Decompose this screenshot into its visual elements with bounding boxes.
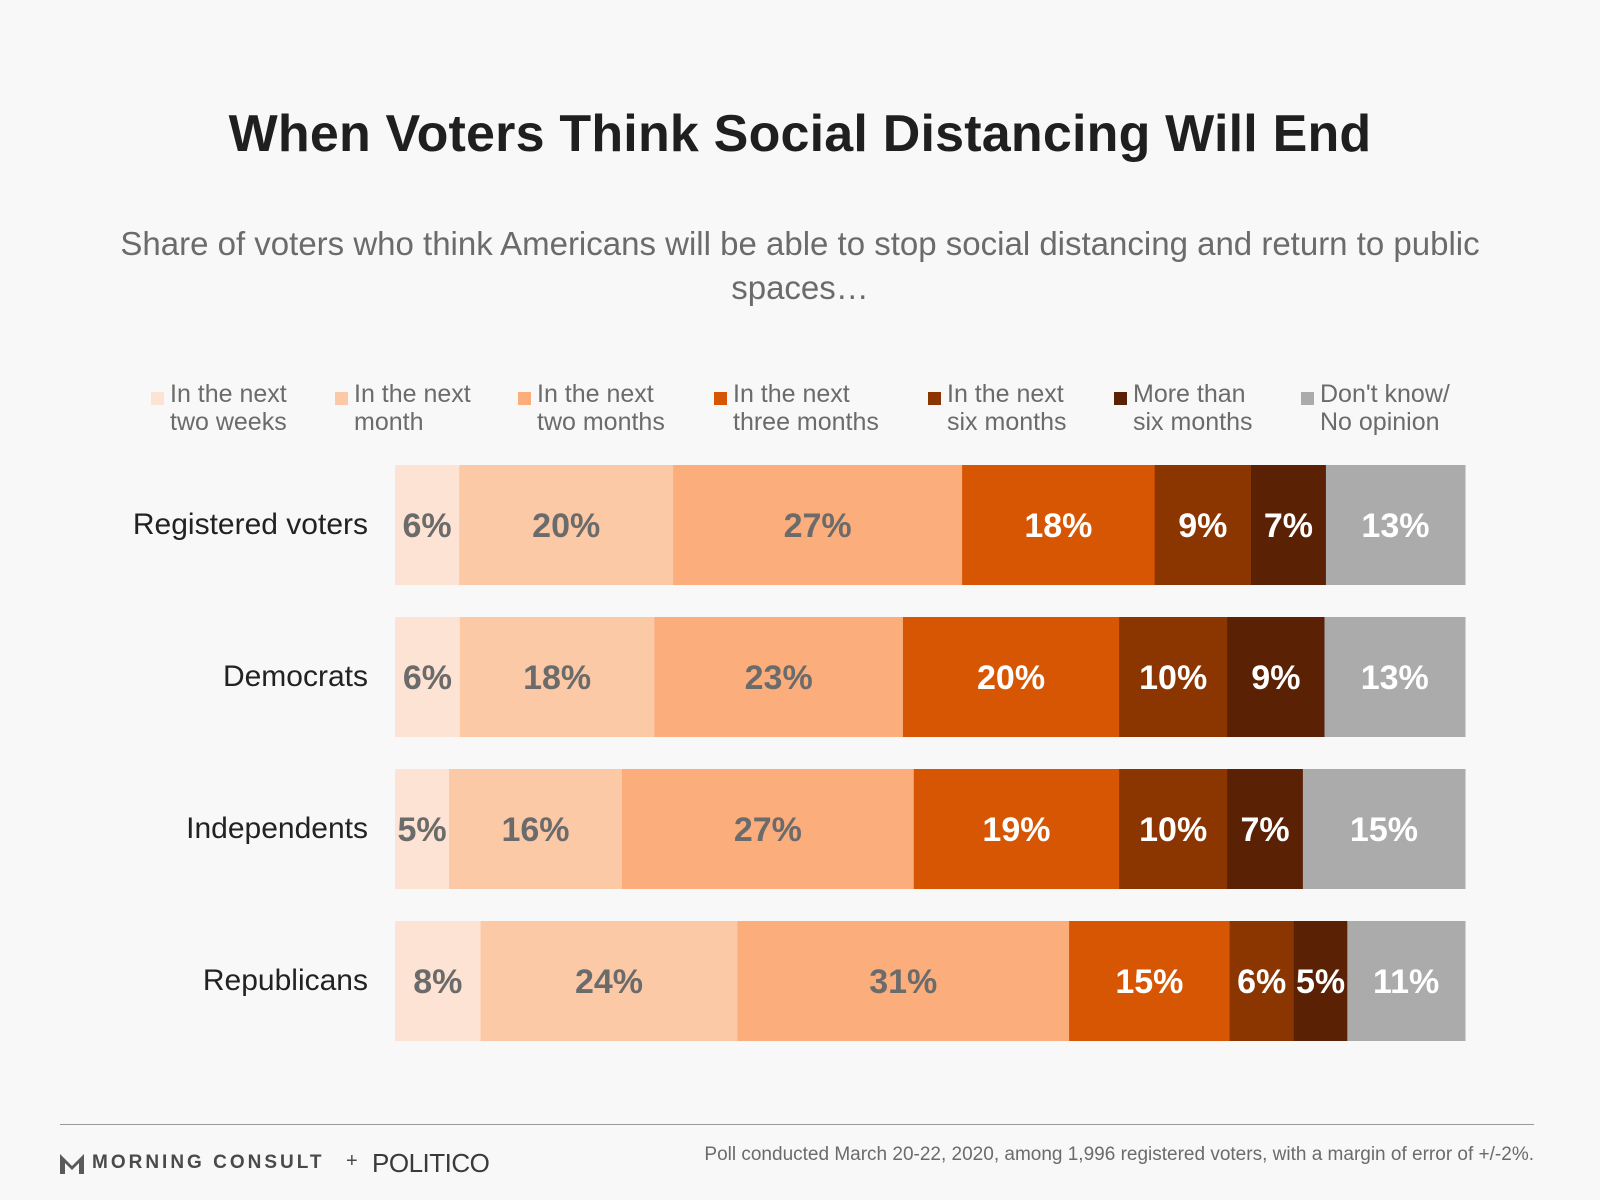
data-label: 9% [1178, 507, 1227, 545]
data-label: 13% [1361, 507, 1429, 545]
politico-wordmark: POLITICO [372, 1148, 490, 1178]
data-label: 6% [1237, 963, 1286, 1001]
legend-label: In the next six months [947, 380, 1067, 436]
data-label: 11% [1373, 963, 1439, 1001]
bar-segment [1324, 617, 1466, 737]
footer-divider [60, 1124, 1534, 1125]
bar-segment [1069, 921, 1231, 1041]
data-label: 31% [869, 963, 937, 1001]
legend-swatch [518, 392, 531, 405]
data-label: 10% [1139, 811, 1207, 849]
data-label: 8% [413, 963, 462, 1001]
bar-segment [1347, 921, 1466, 1041]
data-label: 19% [982, 811, 1050, 849]
category-label: Registered voters [132, 508, 368, 541]
data-label: 27% [734, 811, 802, 849]
bar-segment [1119, 769, 1228, 889]
bar-segment [1119, 617, 1228, 737]
footnote: Poll conducted March 20-22, 2020, among … [704, 1144, 1534, 1165]
data-label: 16% [501, 811, 569, 849]
category-label: Republicans [202, 964, 368, 997]
legend-label: Don't know/ No opinion [1320, 380, 1450, 436]
legend-swatch [714, 392, 727, 405]
chart-subtitle: Share of voters who think Americans will… [120, 225, 1480, 306]
data-label: 27% [784, 507, 852, 545]
category-label: Independents [186, 812, 368, 845]
data-label: 7% [1264, 507, 1313, 545]
data-label: 18% [523, 659, 591, 697]
category-label: Democrats [222, 660, 368, 693]
bar-segment [449, 769, 623, 889]
legend-label: In the next three months [733, 380, 879, 436]
bar-segment [1154, 465, 1252, 585]
bar-segment [459, 465, 674, 585]
bar-segment [395, 769, 450, 889]
legend-swatch [151, 392, 164, 405]
data-label: 20% [977, 659, 1045, 697]
bar-segment [1325, 465, 1466, 585]
data-label: 5% [1296, 963, 1345, 1001]
bar-segment [480, 921, 738, 1041]
morning-consult-wordmark: MORNING CONSULT [92, 1152, 325, 1173]
legend-swatch [928, 392, 941, 405]
data-label: 24% [575, 963, 643, 1001]
legend-swatch [1114, 392, 1127, 405]
bar-segment [962, 465, 1156, 585]
bar-segment [913, 769, 1120, 889]
legend-swatch [1301, 392, 1314, 405]
bar-segment [1227, 617, 1325, 737]
bar-segment [737, 921, 1070, 1041]
data-label: 23% [745, 659, 813, 697]
legend-label: In the next two weeks [170, 380, 287, 436]
bar-segment [673, 465, 963, 585]
data-label: 6% [403, 659, 452, 697]
bar-segment [1251, 465, 1327, 585]
legend: In the next two weeks In the next month In… [0, 380, 1600, 450]
chart-title: When Voters Think Social Distancing Will… [228, 105, 1372, 163]
data-label: 7% [1240, 811, 1289, 849]
data-label: 15% [1350, 811, 1418, 849]
data-label: 9% [1251, 659, 1300, 697]
bar-segment [621, 769, 915, 889]
legend-label: More than six months [1133, 380, 1253, 436]
bar-segment [1302, 769, 1466, 889]
data-label: 13% [1361, 659, 1429, 697]
data-label: 18% [1024, 507, 1092, 545]
legend-label: In the next two months [537, 380, 665, 436]
bar-segment [1229, 921, 1295, 1041]
data-label: 20% [532, 507, 600, 545]
legend-swatch [335, 392, 348, 405]
logo-plus: + [346, 1150, 358, 1172]
bar-segment [902, 617, 1120, 737]
bar-segment [395, 921, 482, 1041]
bar-segment [395, 465, 460, 585]
bar-segment [395, 617, 461, 737]
data-label: 6% [403, 507, 452, 545]
data-label: 5% [397, 811, 446, 849]
morning-consult-logo-icon [60, 1154, 84, 1174]
legend-label: In the next month [354, 380, 471, 436]
bar-segment [1227, 769, 1304, 889]
data-label: 10% [1139, 659, 1207, 697]
bar-segment [654, 617, 904, 737]
bar-segment [1293, 921, 1348, 1041]
data-label: 15% [1115, 963, 1183, 1001]
bar-segment [459, 617, 655, 737]
